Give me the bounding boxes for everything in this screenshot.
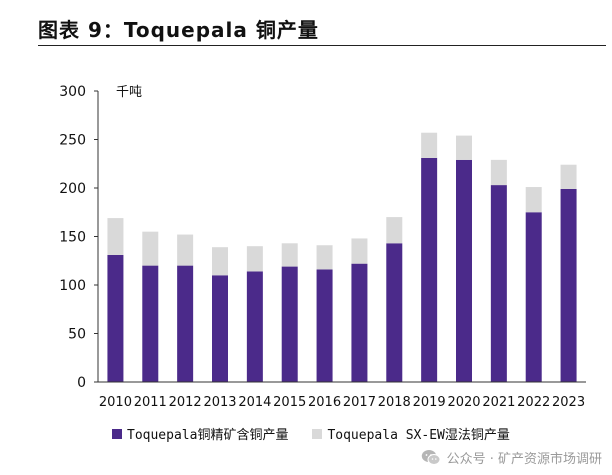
- bar-sxew-2014: [246, 246, 263, 272]
- bar-sxew-2019: [421, 132, 438, 158]
- bar-concentrate-2023: [560, 188, 577, 382]
- x-tick-label: 2013: [203, 395, 236, 410]
- y-tick-label: 0: [77, 375, 86, 391]
- y-tick-label: 300: [59, 84, 86, 100]
- bars-group: [107, 132, 577, 382]
- wechat-icon: [421, 450, 441, 465]
- y-tick-label: 50: [68, 327, 86, 343]
- bar-concentrate-2017: [351, 263, 368, 382]
- bar-concentrate-2020: [456, 159, 472, 382]
- bar-concentrate-2011: [142, 265, 159, 382]
- x-tick-label: 2018: [378, 395, 411, 410]
- unit-label: 千吨: [116, 85, 142, 100]
- legend-item-sxew: Toquepala SX-EW湿法铜产量: [312, 424, 510, 443]
- y-tick-label: 100: [59, 278, 86, 294]
- watermark-text: 公众号 · 矿产资源市场调研: [446, 452, 602, 467]
- bar-sxew-2016: [316, 245, 333, 270]
- bar-sxew-2017: [351, 238, 368, 264]
- bar-sxew-2021: [490, 159, 507, 186]
- bar-sxew-2012: [177, 234, 194, 266]
- legend-item-concentrate: Toquepala铜精矿含铜产量: [112, 424, 288, 443]
- bar-concentrate-2019: [421, 157, 438, 382]
- legend-label: Toquepala SX-EW湿法铜产量: [327, 428, 510, 443]
- title-divider: [38, 45, 606, 46]
- x-tick-label: 2020: [447, 395, 480, 410]
- bar-sxew-2020: [456, 135, 472, 160]
- bar-sxew-2015: [281, 243, 298, 267]
- y-tick-label: 250: [59, 133, 86, 149]
- x-tick-label: 2014: [238, 395, 271, 410]
- x-tick-label: 2016: [308, 395, 341, 410]
- x-tick-label: 2021: [482, 395, 515, 410]
- legend-swatch: [312, 428, 323, 439]
- x-tick-label: 2015: [273, 395, 306, 410]
- chart-title: 图表 9：Toquepala 铜产量: [38, 18, 319, 42]
- y-tick-label: 200: [59, 181, 86, 197]
- axes-group: 2010 2011 2012 2013 2014 2015 2016 2017 2018 2019…: [59, 84, 586, 410]
- bar-concentrate-2010: [107, 254, 124, 382]
- bar-sxew-2023: [560, 164, 577, 189]
- legend-label: Toquepala铜精矿含铜产量: [127, 428, 289, 443]
- watermark: 公众号 · 矿产资源市场调研: [421, 448, 602, 467]
- x-tick-label: 2011: [134, 395, 167, 410]
- x-tick-label: 2017: [343, 395, 376, 410]
- bar-concentrate-2021: [490, 185, 507, 382]
- legend-swatch: [112, 428, 122, 439]
- bar-concentrate-2013: [212, 275, 228, 382]
- legend: Toquepala铜精矿含铜产量 Toquepala SX-EW湿法铜产量: [112, 424, 510, 443]
- x-tick-label: 2010: [99, 395, 132, 410]
- x-tick-label: 2012: [169, 395, 202, 410]
- bar-concentrate-2014: [246, 271, 263, 382]
- bar-concentrate-2016: [316, 269, 333, 382]
- bar-concentrate-2022: [525, 212, 542, 382]
- bar-chart: 2010 2011 2012 2013 2014 2015 2016 2017 2018 2019…: [59, 84, 586, 410]
- bar-concentrate-2018: [386, 243, 403, 382]
- bar-concentrate-2012: [177, 265, 194, 382]
- x-tick-label: 2023: [552, 395, 585, 410]
- bar-concentrate-2015: [281, 266, 298, 382]
- x-tick-label: 2022: [517, 395, 550, 410]
- bar-sxew-2018: [386, 217, 403, 244]
- x-tick-label: 2019: [413, 395, 446, 410]
- bar-sxew-2022: [525, 187, 542, 213]
- bar-sxew-2011: [142, 231, 159, 266]
- y-tick-label: 150: [59, 230, 86, 246]
- bar-sxew-2010: [107, 218, 124, 255]
- bar-sxew-2013: [212, 247, 228, 276]
